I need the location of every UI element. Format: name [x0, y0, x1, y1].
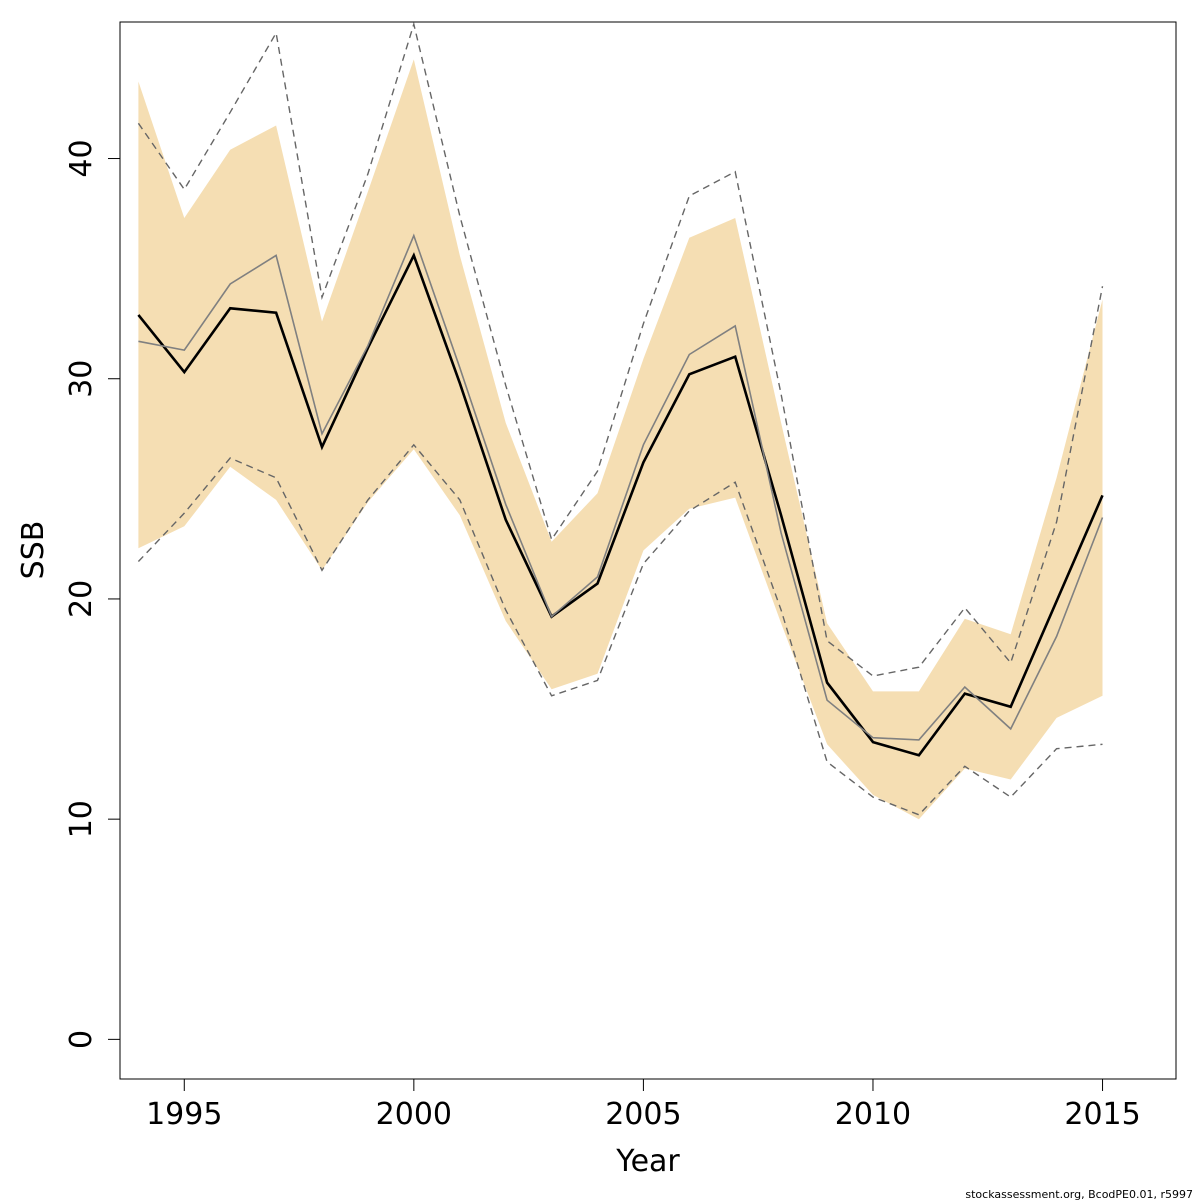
y-tick-label: 20 [64, 580, 99, 618]
x-axis-title: Year [615, 1144, 680, 1179]
y-axis-title: SSB [16, 521, 51, 580]
x-tick-label: 1995 [146, 1097, 222, 1132]
reference-line [138, 233, 1104, 741]
x-tick-label: 2010 [835, 1097, 911, 1132]
estimate-line [137, 252, 1104, 757]
y-tick-label: 0 [64, 1030, 99, 1049]
lower-dashed-line [137, 443, 1103, 816]
footer-credit: stockassessment.org, BcodPE0.01, r5997 [965, 1188, 1193, 1200]
x-tick-label: 2015 [1064, 1097, 1140, 1132]
series-layer [137, 21, 1104, 816]
confidence-band-layer [138, 59, 1103, 820]
x-tick-label: 2005 [605, 1097, 681, 1132]
y-tick-label: 40 [64, 139, 99, 177]
y-axis: 0 10 20 30 40 [64, 139, 121, 1049]
x-tick-label: 2000 [376, 1097, 452, 1132]
y-tick-label: 30 [64, 360, 99, 398]
x-axis: 1995 2000 2005 2010 2015 [146, 1078, 1141, 1132]
confidence-band [138, 59, 1103, 820]
y-tick-label: 10 [64, 800, 99, 838]
